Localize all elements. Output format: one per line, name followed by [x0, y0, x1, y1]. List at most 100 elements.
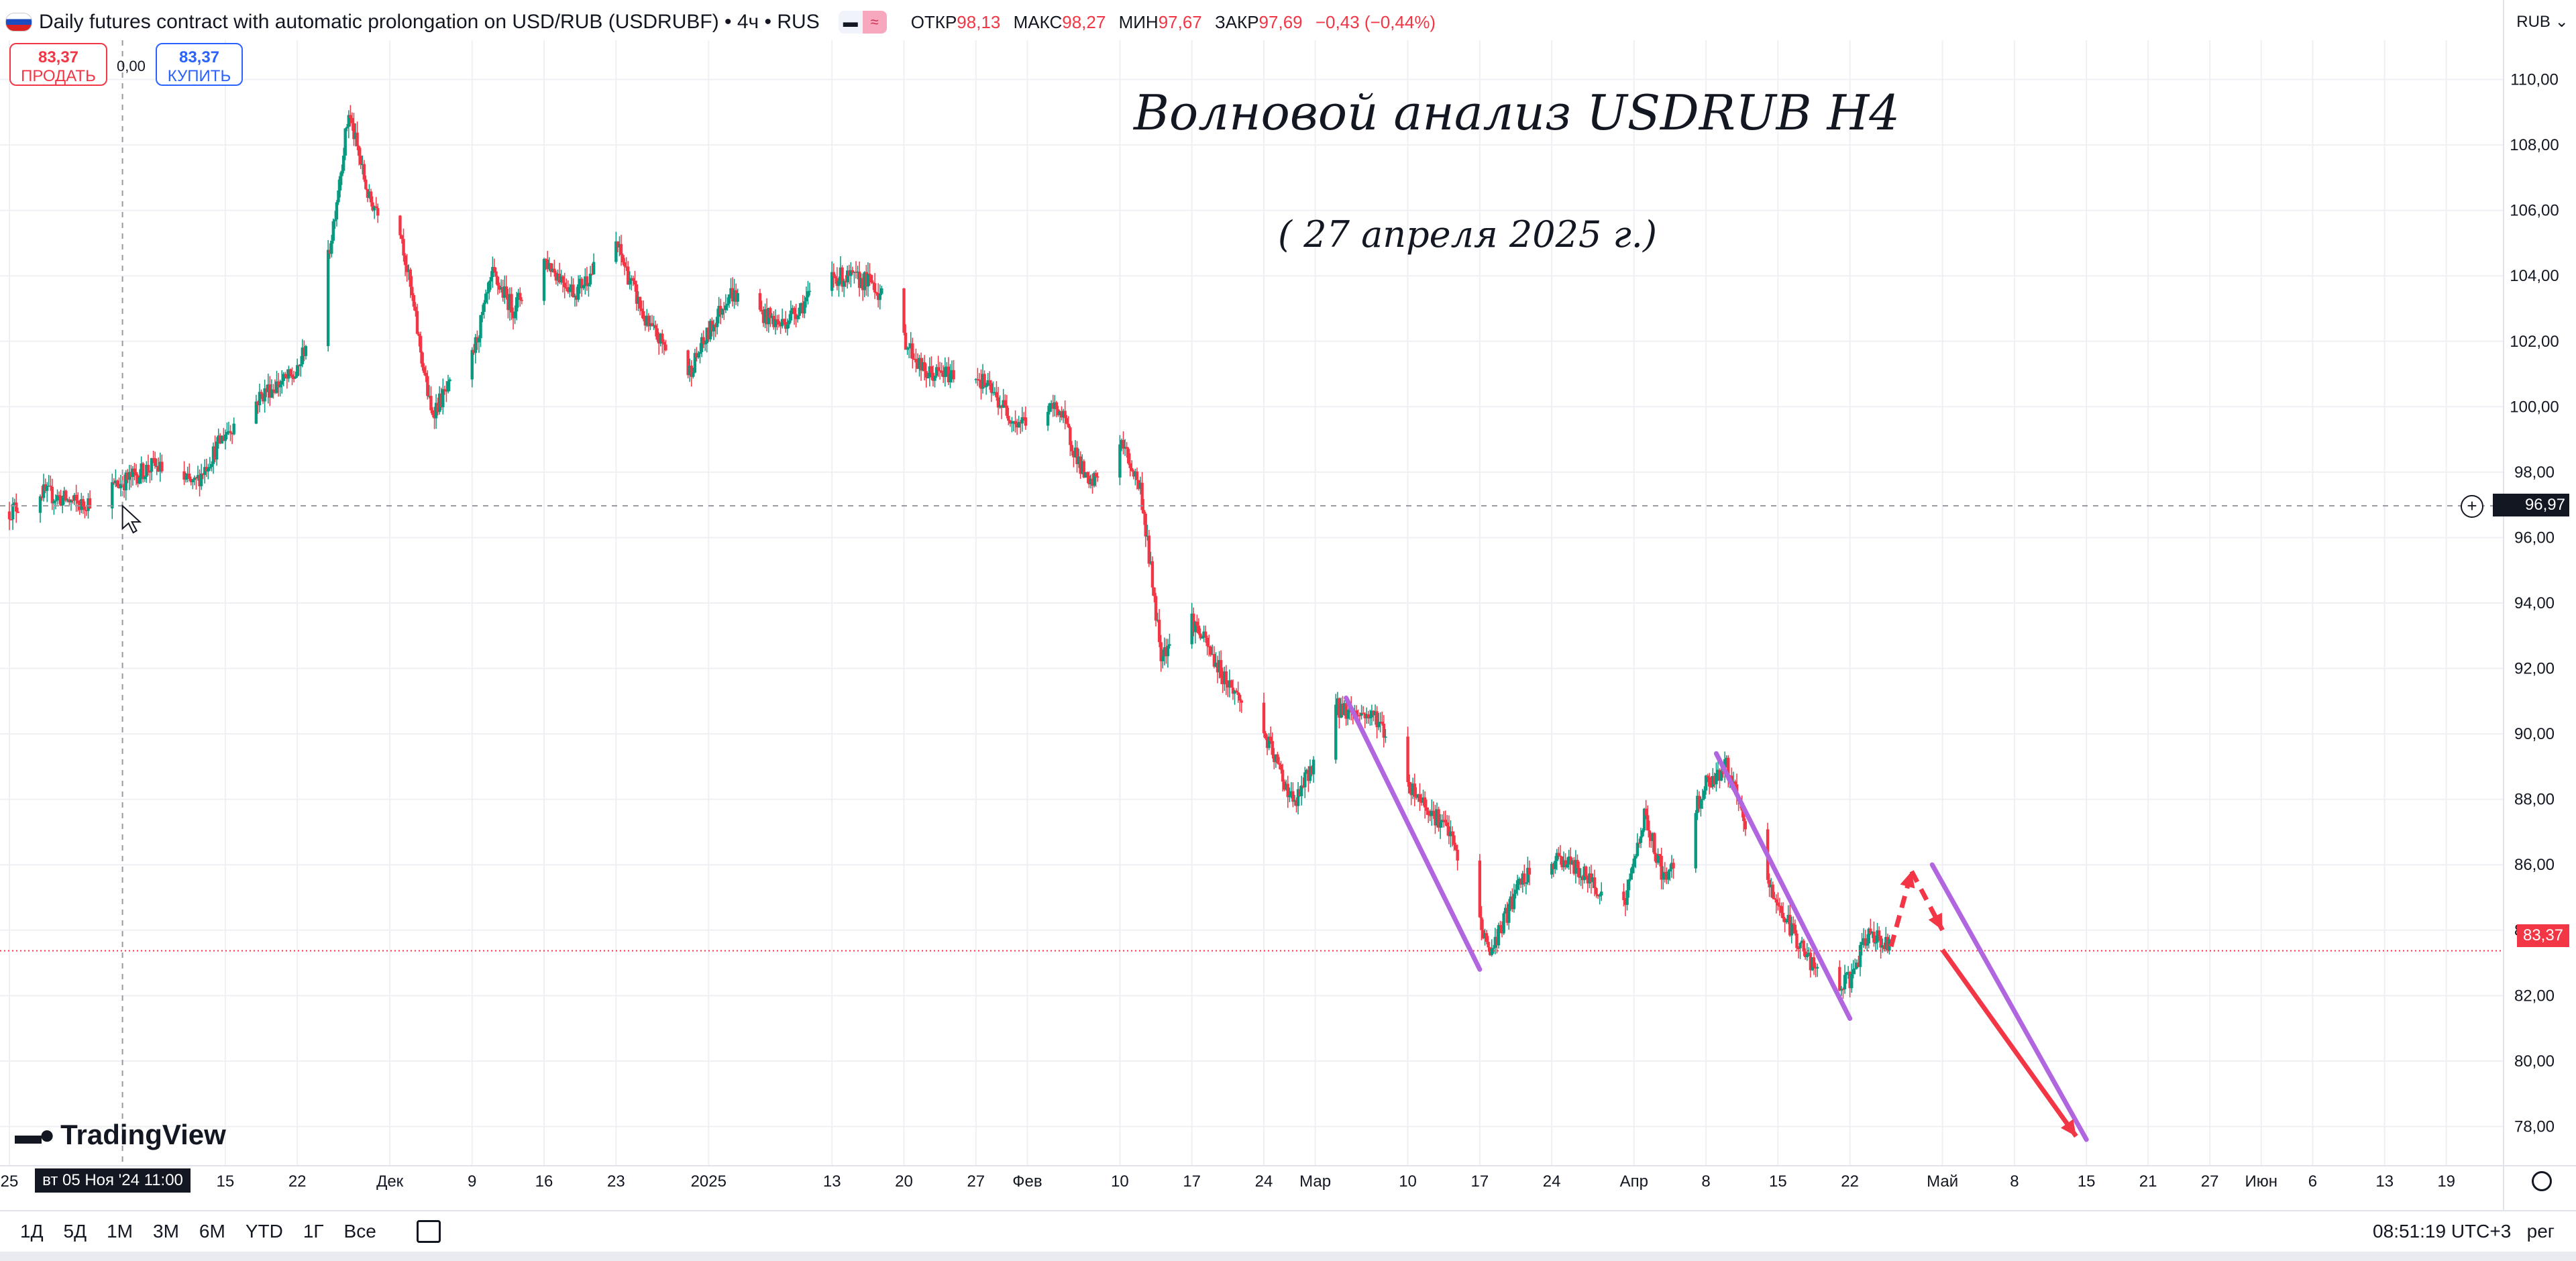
tradingview-logo-icon: ▬● — [15, 1119, 55, 1150]
candle-body — [979, 380, 983, 389]
candle-body — [349, 115, 352, 118]
candle-body — [80, 499, 83, 510]
last-price-label: 83,37 — [2517, 924, 2569, 947]
candle-body — [568, 287, 572, 292]
candle-body — [1598, 895, 1601, 897]
candle-body — [1125, 447, 1128, 449]
x-tick-label: 9 — [468, 1172, 477, 1191]
annotation-subtitle[interactable]: ( 27 апреля 2025 г.) — [1278, 213, 1658, 256]
tradingview-logo[interactable]: ▬● TradingView — [15, 1119, 226, 1151]
candle-body — [1638, 842, 1641, 844]
candle-body — [1795, 933, 1799, 948]
candle-body — [1841, 989, 1845, 990]
candle-body — [1650, 837, 1653, 841]
candle-body — [1656, 854, 1660, 863]
candle-body — [1812, 957, 1816, 967]
annotation-title[interactable]: Волновой анализ USDRUB H4 — [1134, 85, 1900, 141]
clock-readout[interactable]: 08:51:19 UTC+3 рег — [2373, 1211, 2555, 1252]
candle-body — [1425, 807, 1428, 811]
range-5d[interactable]: 5Д — [63, 1221, 87, 1242]
candle-body — [710, 321, 714, 332]
candle-body — [1588, 873, 1591, 884]
candle-body — [205, 467, 208, 472]
candle-body — [1273, 755, 1276, 763]
candle-body — [1430, 810, 1434, 816]
range-1m[interactable]: 1М — [107, 1221, 133, 1242]
settings-gear-icon[interactable] — [2532, 1171, 2552, 1191]
candle-body — [616, 241, 620, 248]
buy-button[interactable]: 83,37 КУПИТЬ — [156, 43, 243, 86]
candle-body — [16, 511, 19, 513]
candle-body — [1499, 925, 1502, 926]
candle-body — [1301, 785, 1305, 787]
candle-body — [1004, 400, 1007, 406]
range-3m[interactable]: 3М — [153, 1221, 179, 1242]
candle-body — [662, 341, 666, 345]
range-1d[interactable]: 1Д — [20, 1221, 44, 1242]
candle-body — [470, 349, 474, 380]
candle-body — [1495, 936, 1499, 946]
currency-selector[interactable]: RUB ⌄ — [2516, 13, 2569, 31]
candle-body — [1784, 919, 1788, 923]
candle-body — [1339, 704, 1343, 718]
candle-body — [931, 372, 935, 381]
range-6m[interactable]: 6М — [199, 1221, 225, 1242]
minus-icon[interactable]: ▬ — [843, 13, 858, 30]
candle-body — [56, 495, 59, 501]
candle-body — [57, 495, 61, 496]
symbol-title[interactable]: Daily futures contract with automatic pr… — [39, 11, 820, 33]
candle-body — [588, 273, 592, 285]
crosshair-price-value: 96,97 — [2524, 496, 2565, 514]
candle-body — [476, 337, 479, 343]
candle-body — [1344, 703, 1348, 719]
candle-body — [415, 311, 419, 334]
candle-body — [1209, 647, 1212, 655]
candle-body — [1296, 789, 1300, 806]
candle-body — [254, 401, 258, 424]
candle-body — [614, 241, 618, 262]
candle-body — [791, 308, 794, 311]
range-ytd[interactable]: YTD — [245, 1221, 283, 1242]
calendar-goto-icon[interactable] — [416, 1220, 441, 1243]
candle-body — [1279, 764, 1283, 770]
candle-body — [700, 337, 704, 352]
candle-body — [784, 322, 788, 329]
candle-body — [696, 353, 700, 358]
candle-body — [356, 132, 359, 146]
usd-rub-flag-icon — [5, 13, 32, 32]
candle-body — [1365, 714, 1368, 718]
close-key: ЗАКР — [1215, 11, 1259, 32]
candle-body — [554, 272, 558, 281]
candle-body — [830, 272, 834, 291]
candle-body — [1713, 775, 1717, 785]
candle-body — [7, 511, 11, 520]
candle-body — [1123, 447, 1127, 449]
candle-body — [114, 480, 117, 484]
candle-body — [1216, 662, 1220, 673]
candle-body — [772, 315, 775, 327]
range-1y[interactable]: 1Г — [303, 1221, 324, 1242]
range-all[interactable]: Все — [343, 1221, 376, 1242]
candle-body — [869, 274, 873, 282]
candle-body — [184, 476, 188, 480]
candle-body — [763, 309, 767, 323]
candle-body — [1144, 513, 1147, 537]
candle-body — [1203, 631, 1208, 638]
candle-body — [1600, 891, 1603, 896]
buy-price: 83,37 — [178, 48, 220, 66]
indicator-toggle[interactable]: ▬ ≈ — [838, 11, 887, 34]
candle-body — [282, 374, 285, 381]
candle-body — [1017, 422, 1020, 428]
add-alert-icon[interactable]: + — [2461, 495, 2483, 518]
candle-body — [1381, 721, 1384, 724]
candle-body — [1881, 945, 1884, 948]
x-tick-label: 15 — [216, 1172, 235, 1191]
candle-body — [201, 473, 205, 476]
wave-icon[interactable]: ≈ — [862, 11, 887, 34]
candle-body — [129, 472, 133, 478]
candle-body — [559, 276, 563, 283]
candle-body — [800, 303, 803, 308]
sell-button[interactable]: 83,37 ПРОДАТЬ — [9, 43, 107, 86]
candle-body — [220, 435, 223, 444]
